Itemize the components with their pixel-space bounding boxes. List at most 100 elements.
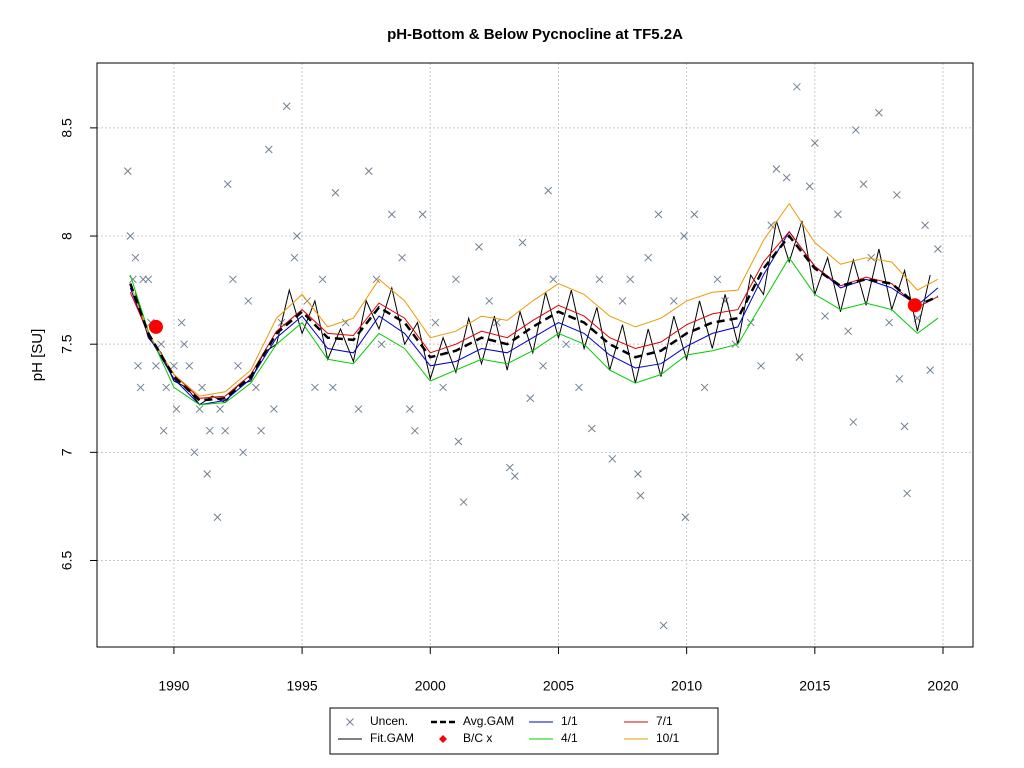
cross-stroke — [213, 513, 222, 522]
cross-stroke — [354, 405, 363, 413]
legend-label: 4/1 — [561, 731, 578, 745]
cross-stroke — [885, 318, 894, 327]
cross-stroke — [485, 297, 494, 305]
cross-stroke — [205, 426, 214, 435]
scatter-point — [257, 426, 265, 435]
scatter-point — [634, 470, 642, 478]
cross-stroke — [126, 232, 135, 240]
bc-point — [148, 319, 163, 334]
cross-stroke — [669, 297, 678, 305]
y-tick-label: 8 — [59, 232, 75, 240]
scatter-point — [387, 210, 396, 219]
cross-stroke — [136, 383, 145, 392]
x-tick-label: 2010 — [671, 678, 702, 694]
cross-stroke — [821, 312, 829, 320]
scatter-point — [293, 232, 301, 240]
scatter-point — [134, 361, 142, 370]
cross-stroke — [180, 340, 189, 349]
cross-stroke — [372, 275, 381, 284]
scatter-point — [562, 340, 571, 349]
legend-label: B/C x — [463, 731, 492, 745]
scatter-point — [587, 424, 596, 433]
scatter-point — [654, 210, 663, 219]
scatter-point — [934, 245, 942, 253]
series-line — [135, 220, 931, 406]
scatter-point — [136, 383, 145, 392]
cross-stroke — [805, 182, 814, 191]
scatter-point — [485, 297, 494, 305]
cross-stroke — [198, 383, 206, 392]
cross-stroke — [318, 275, 327, 284]
cross-stroke — [900, 422, 909, 431]
scatter-point — [377, 340, 386, 349]
cross-stroke — [549, 275, 558, 284]
scatter-point — [867, 253, 876, 262]
scatter-point — [636, 491, 645, 500]
scatter-point — [172, 405, 181, 413]
scatter-point — [270, 405, 278, 413]
scatter-point — [131, 253, 140, 262]
cross-stroke — [493, 318, 501, 327]
plot-area — [123, 82, 942, 630]
legend-label: 10/1 — [656, 731, 680, 745]
cross-stroke — [129, 275, 137, 284]
cross-stroke — [134, 361, 142, 370]
cross-stroke — [634, 470, 642, 478]
scatter-point — [511, 472, 519, 480]
cross-stroke — [377, 340, 386, 349]
scatter-point — [669, 297, 678, 305]
cross-stroke — [152, 361, 160, 370]
scatter-point — [518, 238, 527, 247]
scatter-point — [229, 275, 237, 284]
scatter-point — [439, 383, 447, 392]
cross-stroke — [575, 383, 583, 392]
cross-stroke — [849, 418, 858, 426]
cross-stroke — [190, 448, 199, 457]
cross-stroke — [387, 210, 396, 219]
legend-label: Fit.GAM — [370, 731, 414, 745]
cross-stroke — [229, 275, 237, 284]
scatter-point — [177, 318, 186, 327]
scatter-point — [454, 437, 463, 446]
scatter-point — [834, 210, 842, 219]
scatter-point — [198, 383, 206, 392]
scatter-point — [851, 126, 860, 134]
y-tick-label: 7 — [59, 448, 75, 456]
scatter-point — [608, 454, 617, 463]
scatter-point — [810, 139, 819, 147]
scatter-point — [875, 108, 883, 117]
scatter-point — [144, 275, 153, 284]
scatter-point — [205, 426, 214, 435]
x-tick-label: 1990 — [158, 678, 189, 694]
scatter-point — [159, 426, 168, 435]
cross-stroke — [244, 297, 253, 305]
scatter-point — [459, 498, 468, 506]
cross-stroke — [172, 405, 181, 413]
scatter-point — [329, 383, 337, 392]
cross-stroke — [144, 275, 153, 284]
scatter-point — [170, 361, 178, 370]
legend-label: Uncen. — [370, 714, 408, 728]
cross-stroke — [311, 383, 319, 392]
scatter-point — [926, 366, 935, 374]
scatter-point — [767, 221, 776, 230]
cross-stroke — [431, 318, 440, 327]
y-tick-label: 8.5 — [59, 118, 75, 138]
cross-stroke — [293, 232, 301, 240]
bc-point — [907, 298, 922, 313]
legend-label: 1/1 — [561, 714, 578, 728]
x-tick-label: 2005 — [543, 678, 574, 694]
cross-stroke — [903, 489, 911, 498]
cross-stroke — [867, 253, 876, 262]
series-line — [129, 233, 939, 402]
scatter-point — [190, 448, 199, 457]
cross-stroke — [595, 275, 604, 284]
cross-stroke — [518, 238, 527, 247]
scatter-point — [475, 242, 483, 251]
chart-title: pH-Bottom & Below Pycnocline at TF5.2A — [387, 26, 683, 43]
cross-stroke — [644, 253, 653, 262]
scatter-point — [418, 210, 427, 219]
legend: Uncen. Fit.GAM Avg.GAM B/C x 1/1 4/1 7/1 10/1 — [329, 707, 719, 755]
cross-stroke — [681, 513, 690, 522]
